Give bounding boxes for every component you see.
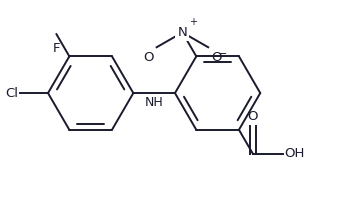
- Text: F: F: [53, 42, 60, 55]
- Text: O: O: [211, 51, 222, 64]
- Text: O: O: [248, 110, 258, 123]
- Text: Cl: Cl: [5, 86, 18, 99]
- Text: NH: NH: [145, 96, 164, 109]
- Text: −: −: [218, 49, 227, 59]
- Text: OH: OH: [285, 147, 305, 160]
- Text: +: +: [189, 17, 197, 27]
- Text: O: O: [143, 51, 154, 64]
- Text: N: N: [178, 26, 187, 39]
